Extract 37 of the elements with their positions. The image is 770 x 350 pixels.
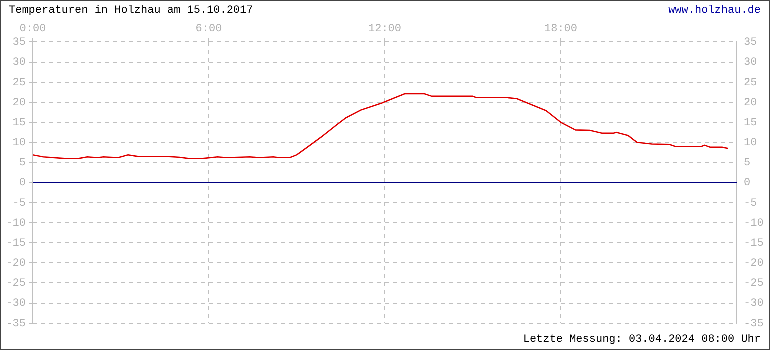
y-tick-label: 20 [12, 97, 26, 110]
y-tick-label: -10 [6, 218, 26, 230]
y2-tick-label: -30 [744, 298, 764, 310]
y2-tick-label: -20 [744, 258, 764, 270]
y2-tick-label: 25 [744, 77, 758, 90]
y-tick-label: -15 [6, 238, 26, 250]
y2-tick-label: -25 [744, 278, 764, 290]
y2-tick-label: 5 [744, 158, 751, 170]
y2-tick-label: 20 [744, 97, 758, 110]
y2-tick-label: -35 [744, 318, 764, 330]
y-tick-label: 15 [12, 117, 26, 130]
text: www.holzhau.de [668, 4, 761, 19]
y-tick-label: 0 [19, 178, 26, 190]
y2-tick-label: 30 [744, 57, 758, 70]
y2-tick-label: 10 [744, 138, 758, 150]
y2-tick-label: 0 [744, 178, 751, 190]
y2-tick-label: -5 [744, 198, 758, 210]
x-tick-label: 12:00 [368, 24, 402, 36]
y-tick-label: -25 [6, 278, 26, 290]
y-tick-label: 35 [12, 37, 26, 50]
y2-tick-label: 35 [744, 37, 758, 50]
y2-tick-label: 15 [744, 117, 758, 130]
chart-title: Temperaturen in Holzhau am 15.10.2017 [9, 4, 254, 19]
y2-tick-label: -10 [744, 218, 764, 230]
y-tick-label: 5 [19, 158, 26, 170]
x-tick-label: 18:00 [544, 24, 578, 36]
x-tick-label: 0:00 [20, 24, 46, 36]
y-tick-label: 25 [12, 77, 26, 90]
text: Letzte Messung: 03.04.2024 08:00 Uhr [523, 333, 761, 348]
y-tick-label: 10 [12, 138, 26, 150]
y-tick-label: -20 [6, 258, 26, 270]
y-tick-label: -35 [6, 318, 26, 330]
y-tick-label: -30 [6, 298, 26, 310]
x-tick-label: 6:00 [196, 24, 222, 36]
y2-tick-label: -15 [744, 238, 764, 250]
y-tick-label: -5 [12, 198, 26, 210]
y-tick-label: 30 [12, 57, 26, 70]
